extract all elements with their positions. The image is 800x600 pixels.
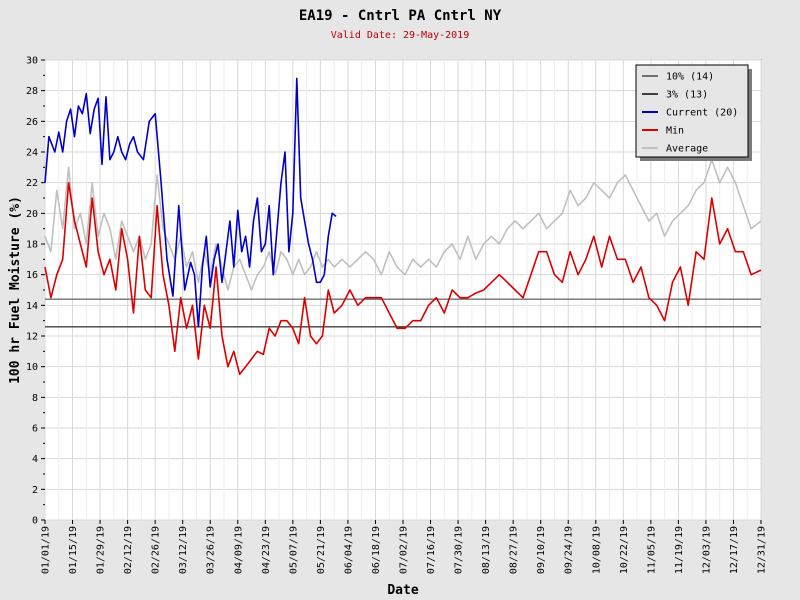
x-tick-label: 11/19/19 (674, 526, 685, 574)
series-lines (44, 77, 762, 376)
y-tick-label: 4 (32, 454, 38, 465)
x-axis-title: Date (387, 583, 418, 598)
x-tick-label: 12/03/19 (701, 526, 712, 574)
y-tick-label: 18 (26, 240, 38, 251)
x-tick-label: 07/16/19 (426, 526, 437, 574)
x-tick-label: 07/30/19 (454, 526, 465, 574)
grid-lines (44, 59, 762, 521)
legend-label: 3% (13) (666, 90, 708, 101)
legend-label: Average (666, 144, 708, 155)
y-tick-label: 8 (32, 393, 38, 404)
x-tick-label: 08/13/19 (481, 526, 492, 574)
chart-subtitle: Valid Date: 29-May-2019 (331, 30, 469, 41)
chart-title: EA19 - Cntrl PA Cntrl NY (299, 8, 502, 24)
x-tick-label: 10/08/19 (591, 526, 602, 574)
y-axis-title: 100 hr Fuel Moisture (%) (8, 196, 23, 384)
y-tick-label: 2 (32, 485, 38, 496)
x-tick-label: 06/04/19 (343, 526, 354, 574)
x-tick-label: 09/10/19 (536, 526, 547, 574)
y-tick-label: 20 (26, 209, 38, 220)
y-tick-label: 24 (26, 148, 38, 159)
x-tick-label: 02/12/19 (123, 526, 134, 574)
y-tick-label: 6 (32, 424, 38, 435)
legend-label: Current (20) (666, 108, 738, 119)
series-line-current-20 (44, 77, 337, 328)
x-tick-label: 11/05/19 (646, 526, 657, 574)
y-tick-label: 16 (26, 270, 38, 281)
y-tick-label: 22 (26, 178, 38, 189)
y-tick-label: 10 (26, 362, 38, 373)
series-line-min (44, 181, 762, 376)
x-tick-label: 04/09/19 (233, 526, 244, 574)
y-tick-label: 28 (26, 86, 38, 97)
x-tick-label: 01/01/19 (41, 526, 52, 574)
x-tick-label: 05/21/19 (316, 526, 327, 574)
x-tick-label: 10/22/19 (619, 526, 630, 574)
y-tick-label: 0 (32, 516, 38, 527)
x-tick-label: 03/26/19 (206, 526, 217, 574)
x-tick-label: 01/29/19 (96, 526, 107, 574)
series-line-average (44, 158, 762, 291)
y-tick-label: 26 (26, 117, 38, 128)
legend-label: 10% (14) (666, 72, 714, 83)
x-tick-label: 05/07/19 (288, 526, 299, 574)
x-tick-label: 12/17/19 (729, 526, 740, 574)
x-tick-label: 01/15/19 (68, 526, 79, 574)
x-tick-label: 02/26/19 (151, 526, 162, 574)
x-axis-ticks: 01/01/19 01/15/19 01/29/19 02/12/19 02/26/19… (41, 520, 768, 574)
x-tick-label: 06/18/19 (371, 526, 382, 574)
x-tick-label: 12/31/19 (757, 526, 768, 574)
y-tick-label: 30 (26, 56, 38, 67)
x-tick-label: 03/12/19 (178, 526, 189, 574)
x-tick-label: 07/02/19 (399, 526, 410, 574)
x-tick-label: 04/23/19 (261, 526, 272, 574)
y-tick-label: 14 (26, 301, 38, 312)
x-tick-label: 08/27/19 (509, 526, 520, 574)
y-tick-label: 12 (26, 332, 38, 343)
x-tick-label: 09/24/19 (564, 526, 575, 574)
legend-label: Min (666, 126, 684, 137)
chart-legend: 10% (14) 3% (13) Current (20) Min Average (635, 64, 752, 161)
